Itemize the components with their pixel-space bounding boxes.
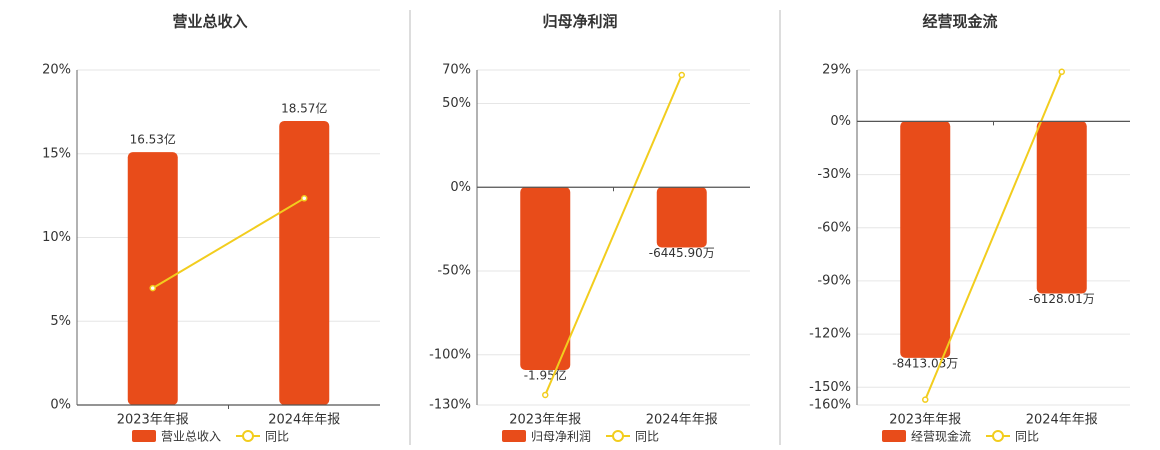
y-tick-label: 5% bbox=[50, 314, 71, 329]
y-tick-label: -30% bbox=[817, 167, 851, 182]
point bbox=[1058, 68, 1065, 76]
x-tick-label: 2024年年报 bbox=[1026, 413, 1098, 428]
legend-label: 同比 bbox=[635, 430, 659, 444]
chart-title: 归母净利润 bbox=[542, 13, 617, 31]
bar bbox=[520, 187, 571, 370]
data-label: 18.57亿 bbox=[281, 100, 327, 115]
x-tick-label: 2023年年报 bbox=[509, 413, 581, 428]
y-tick-label: 0% bbox=[50, 398, 71, 413]
legend-label: 同比 bbox=[265, 430, 289, 444]
y-tick-label: 29% bbox=[822, 63, 851, 78]
data-label: -6128.01万 bbox=[1029, 292, 1095, 306]
x-tick-label: 2024年年报 bbox=[268, 413, 340, 428]
legend-label: 同比 bbox=[1015, 430, 1039, 444]
y-tick-label: -100% bbox=[429, 347, 471, 362]
bar bbox=[279, 120, 330, 405]
y-tick-label: -160% bbox=[809, 398, 851, 413]
bar bbox=[656, 187, 707, 248]
y-tick-label: 15% bbox=[42, 146, 71, 161]
point bbox=[149, 284, 156, 292]
y-tick-label: -50% bbox=[437, 264, 471, 279]
y-tick-label: -60% bbox=[817, 220, 851, 235]
x-tick-label: 2023年年报 bbox=[889, 413, 961, 428]
line bbox=[152, 197, 305, 289]
point bbox=[301, 195, 308, 202]
bar bbox=[1036, 121, 1087, 294]
legend-swatch bbox=[882, 430, 906, 442]
legend-swatch bbox=[502, 430, 526, 442]
x-tick-label: 2024年年报 bbox=[646, 413, 718, 428]
y-tick-label: 50% bbox=[442, 96, 471, 111]
bar bbox=[900, 121, 951, 358]
legend-swatch bbox=[242, 430, 254, 442]
legend-label: 经营现金流 bbox=[911, 429, 971, 444]
y-tick-label: 20% bbox=[42, 63, 71, 78]
y-tick-label: 70% bbox=[442, 63, 471, 78]
y-tick-label: 10% bbox=[42, 230, 71, 245]
legend-label: 归母净利润 bbox=[531, 430, 591, 444]
bar bbox=[127, 152, 178, 405]
y-tick-label: 0% bbox=[450, 180, 471, 195]
y-tick-label: -130% bbox=[429, 398, 471, 413]
point bbox=[678, 71, 685, 79]
y-tick-label: -120% bbox=[809, 327, 851, 342]
data-label: -1.95亿 bbox=[524, 367, 567, 382]
y-tick-label: -90% bbox=[817, 273, 851, 288]
chart-title: 经营现金流 bbox=[922, 13, 997, 31]
chart-title: 营业总收入 bbox=[172, 13, 247, 31]
y-tick-label: 0% bbox=[830, 114, 851, 129]
legend-swatch bbox=[992, 430, 1004, 442]
line bbox=[924, 71, 1063, 401]
point bbox=[922, 396, 929, 403]
y-tick-label: -150% bbox=[809, 380, 851, 395]
data-label: 16.53亿 bbox=[130, 132, 176, 147]
legend-swatch bbox=[132, 430, 156, 442]
legend-swatch bbox=[612, 430, 624, 442]
x-tick-label: 2023年年报 bbox=[117, 413, 189, 428]
data-label: -6445.90万 bbox=[649, 246, 715, 260]
data-label: -8413.03万 bbox=[892, 356, 958, 370]
legend-label: 营业总收入 bbox=[161, 430, 221, 444]
point bbox=[542, 391, 549, 399]
line bbox=[544, 74, 683, 396]
